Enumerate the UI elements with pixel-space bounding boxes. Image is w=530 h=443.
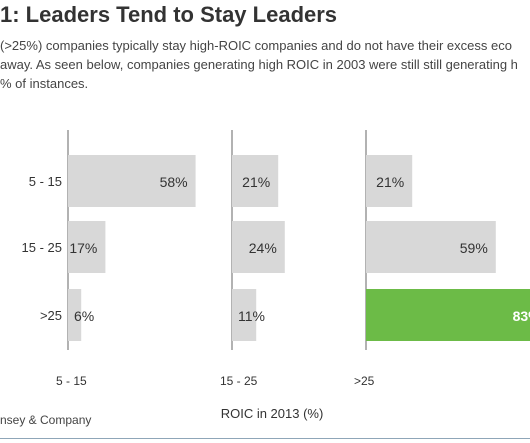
subtitle-line: (>25%) companies typically stay high-ROI… [0,38,512,53]
y-tick-label-15-25: 15 - 25 [22,240,62,255]
y-tick-label-25: >25 [40,308,62,323]
chart-subtitle: (>25%) companies typically stay high-ROI… [0,36,530,93]
bar-25-25 [366,289,530,341]
bar-25-5-15 [366,155,413,207]
data-label: 83% [513,308,530,324]
source-note: nsey & Company [0,413,92,427]
bar-5-15-25 [68,289,82,341]
subtitle-line: % of instances. [0,76,89,91]
data-label: 21% [242,174,270,190]
bar-5-15-15-25 [68,221,106,273]
data-label: 17% [69,240,97,256]
x-panel-label-15-25: 15 - 25 [220,374,258,388]
data-label: 59% [460,240,488,256]
bottom-rule [0,438,530,439]
x-panel-label-5-15: 5 - 15 [56,374,87,388]
bar-5-15-5-15 [68,155,196,207]
bar-25-15-25 [366,221,496,273]
y-tick-label-5-15: 5 - 15 [29,174,62,189]
bar-15-25-5-15 [232,155,279,207]
data-label: 21% [376,174,404,190]
data-label: 58% [160,174,188,190]
data-label: 24% [249,240,277,256]
chart-title: 1: Leaders Tend to Stay Leaders [0,2,338,27]
data-label: 6% [74,308,94,324]
subtitle-line: away. As seen below, companies generatin… [0,57,518,72]
x-panel-label-25: >25 [354,374,375,388]
bar-15-25-25 [232,289,257,341]
bar-15-25-15-25 [232,221,285,273]
x-axis-title: ROIC in 2013 (%) [221,406,324,421]
data-label: 11% [238,308,265,324]
